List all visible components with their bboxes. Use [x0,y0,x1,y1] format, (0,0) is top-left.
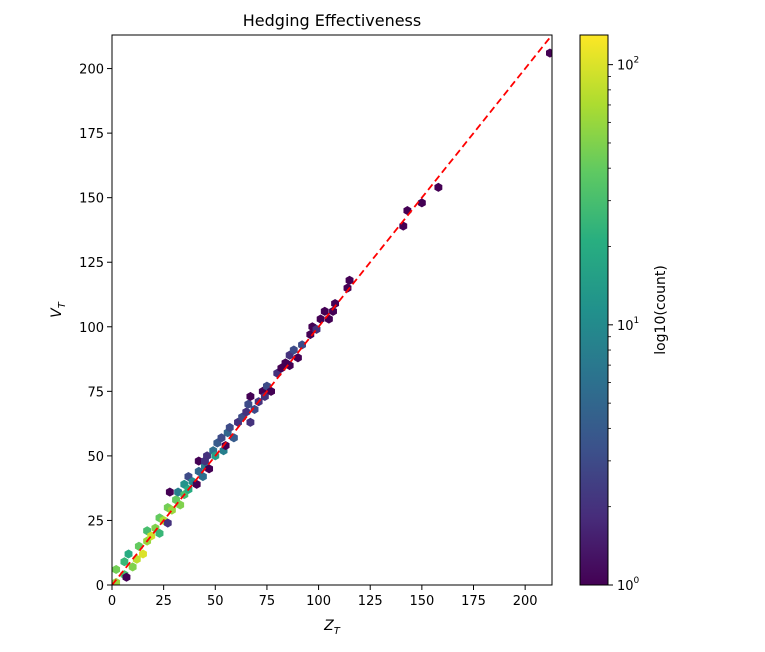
hex-bin [293,353,302,363]
hex-bin [112,564,121,575]
hex-bin [246,391,255,402]
hex-bin [320,306,329,316]
x-tick-label: 125 [358,594,383,609]
hex-bin [128,562,137,572]
y-tick-label: 150 [79,192,104,207]
hex-bin [165,487,174,497]
colorbar-tick-label: 100 [617,576,640,594]
x-tick-label: 150 [409,594,434,609]
hex-bin [242,407,251,417]
hex-bin [124,549,133,559]
colorbar-tick-base: 10 [617,59,634,74]
hex-bin [545,48,552,58]
y-axis-label-sub: T [57,301,68,308]
hex-bin [155,528,164,538]
colorbar-tick-label: 102 [617,56,639,74]
hex-bin [139,549,147,559]
colorbar-tick-exponent: 2 [634,56,640,66]
hex-bin [221,441,230,451]
hex-bin [244,399,253,409]
y-tick-label: 25 [87,514,104,529]
y-tick-label: 50 [87,450,104,465]
hex-bin [289,345,298,355]
hex-bin [329,306,337,316]
chart-title: Hedging Effectiveness [243,11,421,30]
colorbar-tick-base: 10 [617,319,634,334]
x-tick-label: 175 [461,594,486,609]
x-axis-label: ZT [323,618,341,637]
y-axis-label-main: V [49,307,65,318]
x-tick-label: 100 [306,594,331,609]
hex-bin [198,472,207,482]
y-tick-label: 0 [96,579,104,594]
y-tick-label: 75 [87,385,104,400]
hexbin-layer [112,48,552,585]
hex-bin [345,275,354,285]
y-tick-label: 200 [79,63,104,78]
colorbar-tick-exponent: 1 [634,316,640,326]
plot-frame [111,34,553,586]
x-axis-ticks: 0 25 50 75 100 125 150 175 200 [108,585,538,609]
reference-line [112,35,552,585]
x-tick-label: 0 [108,594,116,609]
y-tick-label: 125 [79,256,104,271]
hex-bin [250,404,259,414]
plot-area [111,34,553,586]
x-tick-label: 75 [259,594,276,609]
x-tick-label: 200 [513,594,538,609]
hex-bin [316,314,325,324]
colorbar-tick-label: 101 [617,316,639,334]
hex-bin [120,557,129,567]
y-tick-label: 175 [79,127,104,142]
colorbar-bar [579,34,609,586]
colorbar-label: log10(count) [653,265,669,355]
hex-bin [205,464,214,474]
x-axis-label-sub: T [334,626,341,637]
x-tick-label: 50 [207,594,224,609]
hex-bin [285,360,294,371]
hex-bin [417,198,426,208]
colorbar-tick-exponent: 0 [634,576,640,586]
y-axis-label: VT [49,301,68,318]
hex-bin [217,433,226,443]
hex-bin [122,572,131,582]
hex-bin [163,518,172,528]
hex-bin [246,417,255,427]
x-axis-label-main: Z [323,618,334,634]
hex-bin [225,422,234,433]
hex-bin [343,283,352,293]
hex-bin [434,182,443,192]
y-tick-label: 100 [79,321,104,336]
x-tick-label: 25 [155,594,172,609]
hex-bin [267,386,276,396]
hex-bin [174,487,183,497]
y-axis-ticks: 0 25 50 75 100 125 150 175 200 [79,63,112,594]
colorbar-tick-base: 10 [617,579,634,594]
